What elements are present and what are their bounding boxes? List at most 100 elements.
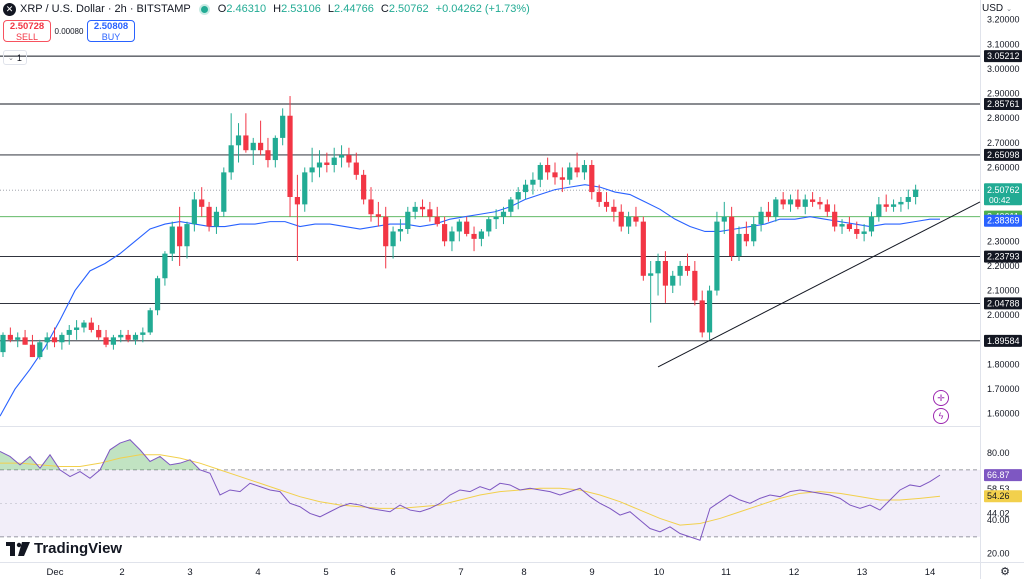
gear-icon[interactable]: ⚙ — [1000, 566, 1010, 578]
candle-body — [603, 201, 610, 207]
candle-body — [581, 164, 588, 173]
candle-body — [280, 115, 286, 138]
symbol-title[interactable]: XRP / U.S. Dollar · 2h · BITSTAMP — [20, 3, 191, 15]
price-tick-label: 1.70000 — [987, 384, 1020, 394]
price-tick-label: 2.20000 — [987, 261, 1020, 271]
x-icon: ✕ — [3, 2, 16, 16]
rsi-ma-badge: 54.26 — [987, 491, 1010, 501]
quantity-dropdown[interactable]: ⌄ 1 — [3, 50, 27, 65]
candle-body — [787, 199, 794, 205]
candle-body — [486, 219, 492, 232]
candle-body — [272, 137, 278, 161]
candle-body — [810, 199, 816, 202]
candle-body — [427, 209, 433, 217]
candle-body — [515, 192, 521, 200]
candle-body — [655, 261, 661, 274]
candle-body — [677, 265, 683, 276]
time-axis-label: 2 — [119, 567, 124, 578]
buy-button[interactable]: 2.50808 BUY — [87, 20, 135, 42]
candle-body — [913, 189, 919, 197]
price-tick-label: 2.00000 — [987, 310, 1020, 320]
candle-body — [596, 192, 602, 202]
candle-body — [22, 337, 28, 345]
candle-body — [221, 172, 227, 212]
candle-body — [162, 253, 168, 279]
rsi-tick-label: 58.53 — [987, 484, 1010, 494]
candle-body — [537, 164, 543, 180]
level-price-badge: 1.89584 — [987, 336, 1020, 346]
level-price-badge: 2.04788 — [987, 298, 1020, 308]
candle-body — [110, 337, 116, 345]
candle-body — [824, 204, 830, 212]
lightning-icon[interactable]: ϟ — [933, 408, 949, 424]
candle-body — [662, 261, 668, 286]
candle-body — [405, 211, 411, 230]
sell-button[interactable]: 2.50728 SELL — [3, 20, 51, 42]
currency-selector[interactable]: USD ⌄ — [982, 3, 1012, 14]
candle-body — [7, 334, 13, 340]
candle-body — [125, 334, 131, 340]
candle-body — [15, 337, 21, 340]
rsi-ma-badge-bg — [984, 490, 1022, 503]
candle-body — [611, 206, 617, 212]
high-value: 2.53106 — [281, 3, 321, 15]
candle-body — [670, 275, 676, 286]
candle-body — [478, 231, 484, 239]
candle-body — [118, 334, 124, 338]
candle-body — [714, 221, 720, 291]
candle-body — [861, 231, 867, 234]
candle-body — [545, 164, 551, 173]
time-axis-label: 10 — [654, 567, 665, 578]
price-tick-label: 2.70000 — [987, 138, 1020, 148]
candle-body — [773, 199, 779, 217]
candle-body — [383, 216, 389, 247]
candle-body — [66, 329, 72, 335]
trade-panel: 2.50728 SELL 0.00080 2.50808 BUY — [3, 20, 135, 42]
price-tick-label: 2.60000 — [987, 162, 1020, 172]
candle-body — [699, 300, 705, 333]
time-axis-label: 9 — [589, 567, 594, 578]
time-axis-label: 5 — [323, 567, 328, 578]
candle-body — [353, 162, 359, 175]
candle-body — [780, 199, 786, 205]
candle-body — [442, 224, 448, 242]
candle-body — [493, 216, 499, 220]
open-label: O — [217, 3, 227, 15]
sell-price: 2.50728 — [9, 21, 45, 32]
symbol-header: ✕ XRP / U.S. Dollar · 2h · BITSTAMP O2.4… — [0, 0, 980, 18]
tradingview-logo-icon — [6, 541, 30, 556]
candle-body — [0, 334, 6, 353]
time-axis-label: 4 — [255, 567, 260, 578]
rsi-current-badge: 66.87 — [987, 470, 1010, 480]
candle-body — [51, 337, 58, 343]
close-value: 2.50762 — [388, 3, 429, 15]
candle-body — [758, 211, 764, 225]
candle-body — [633, 216, 639, 222]
rsi-tick-label: 40.00 — [987, 515, 1010, 525]
crosshair-icon[interactable]: ✛ — [933, 390, 949, 406]
tradingview-logo[interactable]: TradingView — [6, 540, 122, 557]
candle-body — [743, 233, 749, 242]
sell-label: SELL — [15, 32, 39, 42]
candle-body — [817, 201, 823, 205]
candle-body — [368, 199, 374, 215]
candle-body — [868, 216, 875, 232]
price-tick-label: 2.90000 — [987, 89, 1020, 99]
candle-body — [751, 224, 757, 242]
candle-body — [905, 196, 911, 202]
candle-body — [191, 199, 197, 225]
spread-value: 0.00080 — [54, 26, 84, 36]
chevron-down-icon: ⌄ — [8, 54, 14, 62]
rsi-line — [0, 439, 941, 541]
candle-body — [449, 231, 455, 242]
candle-body — [508, 199, 514, 212]
candle-body — [390, 231, 396, 247]
candle-body — [721, 216, 727, 222]
level-price-badge: 3.05212 — [987, 51, 1020, 61]
level-price-badge-bg — [984, 334, 1022, 347]
candle-body — [876, 204, 882, 217]
candle-body — [96, 329, 102, 338]
